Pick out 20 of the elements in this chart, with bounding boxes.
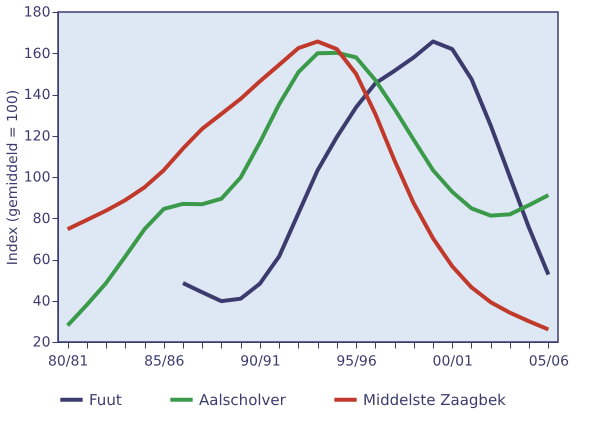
- y-tick-label: 120: [24, 128, 50, 144]
- y-tick-label: 40: [32, 293, 50, 310]
- y-tick-label: 80: [32, 210, 50, 227]
- x-tick-label: 80/81: [48, 354, 88, 370]
- y-tick-label: 100: [24, 170, 50, 186]
- x-tick-label: 00/01: [432, 354, 473, 370]
- x-tick-label: 85/86: [144, 354, 185, 370]
- legend-label: Aalscholver: [199, 390, 287, 409]
- y-tick-label: 160: [24, 46, 50, 62]
- y-tick-label: 60: [32, 252, 50, 268]
- x-tick-label: 90/91: [240, 354, 281, 370]
- y-tick-label: 140: [24, 87, 50, 103]
- legend-label: Fuut: [89, 390, 122, 409]
- y-axis-title: Index (gemiddeld = 100): [4, 90, 21, 266]
- legend-label: Middelste Zaagbek: [363, 390, 506, 409]
- y-tick-label: 20: [32, 334, 50, 350]
- y-tick-label: 180: [24, 4, 50, 20]
- x-tick-label: 05/06: [528, 354, 570, 370]
- x-tick-label: 95/96: [336, 354, 377, 370]
- line-series: [181, 39, 550, 304]
